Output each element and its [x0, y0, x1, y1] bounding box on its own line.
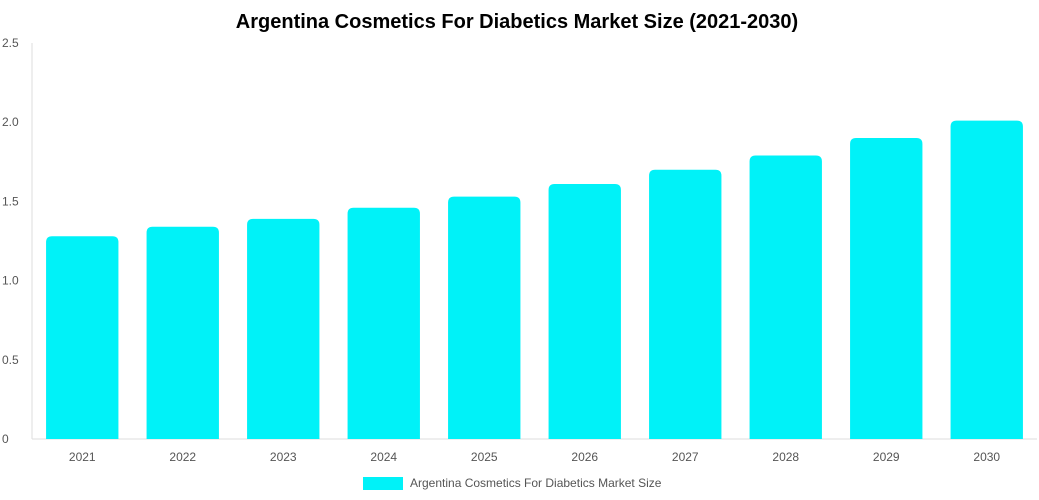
bar-2024 [347, 207, 420, 439]
x-tick-label: 2029 [873, 450, 900, 464]
x-tick-label: 2021 [69, 450, 96, 464]
y-tick-label: 1.5 [2, 194, 19, 208]
legend-swatch [363, 477, 403, 490]
bar-2028 [749, 155, 822, 440]
y-tick-label: 2.0 [2, 115, 19, 129]
bar-2021 [46, 236, 119, 439]
bar-2023 [247, 218, 320, 439]
x-tick-label: 2025 [471, 450, 498, 464]
y-tick-label: 1.0 [2, 274, 19, 288]
bar-2025 [448, 196, 521, 439]
x-tick-labels: 2021 2022 2023 2024 2025 2026 2027 2028 2029 2030 [69, 450, 1001, 464]
y-tick-label: 0.5 [2, 353, 19, 367]
x-tick-label: 2022 [169, 450, 196, 464]
legend-label: Argentina Cosmetics For Diabetics Market… [410, 476, 662, 490]
y-tick-label: 0 [2, 432, 9, 446]
bar-2022 [146, 226, 219, 439]
bar-2026 [548, 183, 621, 439]
chart-title: Argentina Cosmetics For Diabetics Market… [236, 11, 798, 33]
x-tick-label: 2027 [672, 450, 699, 464]
bar-2030 [950, 120, 1023, 439]
bar-2027 [649, 169, 722, 439]
y-tick-labels: 0 0.5 1.0 1.5 2.0 2.5 [2, 36, 19, 446]
x-tick-label: 2028 [772, 450, 799, 464]
bar-2029 [850, 138, 923, 440]
x-tick-label: 2023 [270, 450, 297, 464]
x-tick-label: 2030 [973, 450, 1000, 464]
legend: Argentina Cosmetics For Diabetics Market… [363, 476, 662, 490]
x-tick-label: 2026 [571, 450, 598, 464]
y-tick-label: 2.5 [2, 36, 19, 50]
bar-series [46, 120, 1023, 440]
x-tick-label: 2024 [370, 450, 397, 464]
